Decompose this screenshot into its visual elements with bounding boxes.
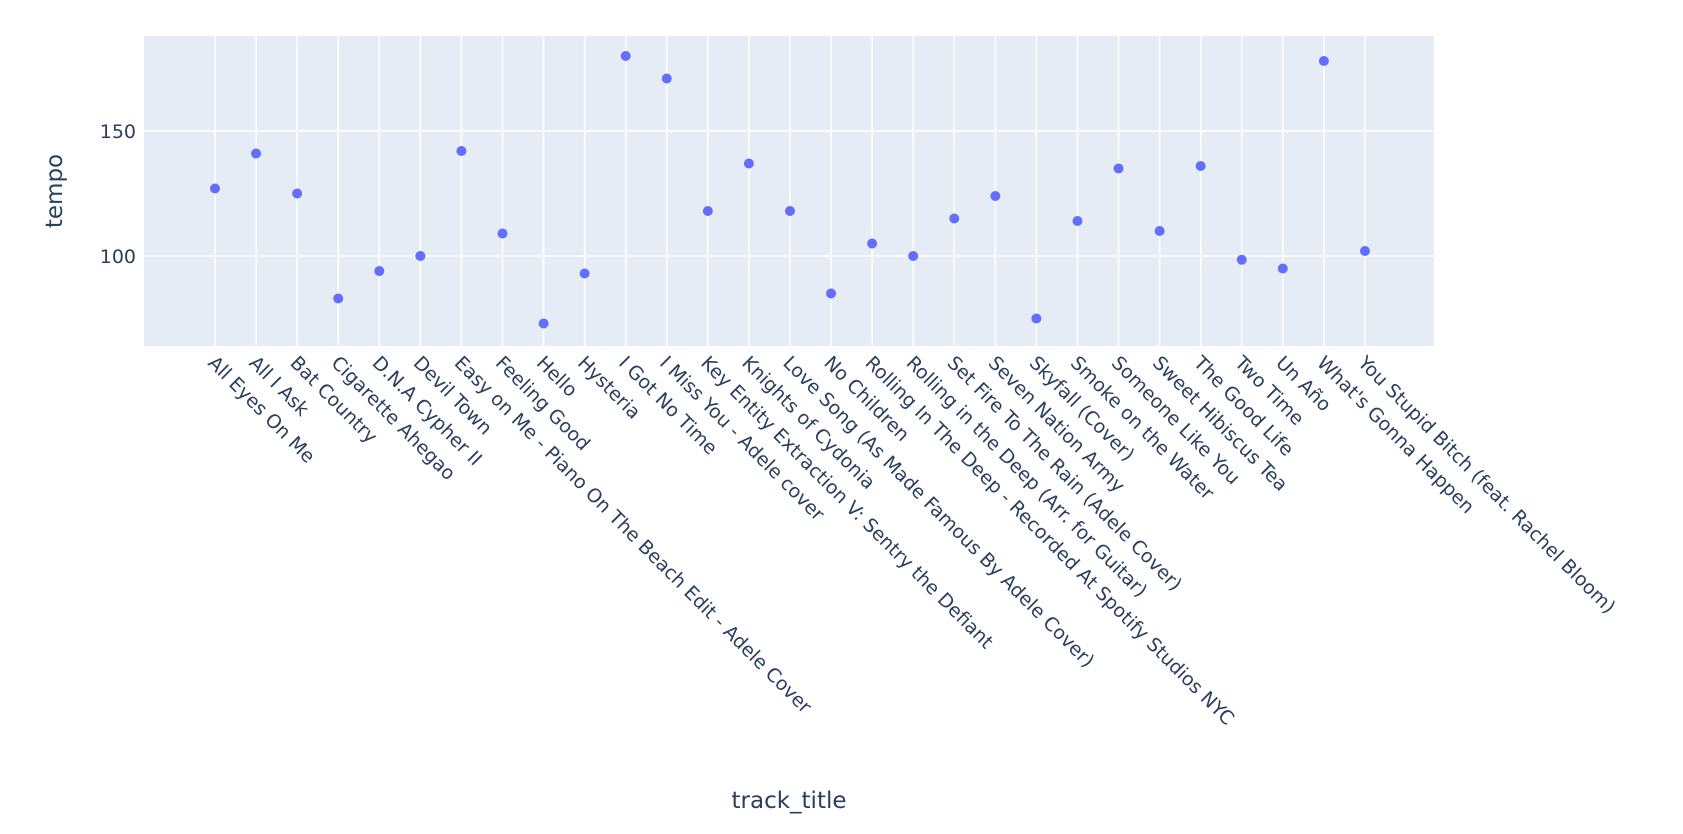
data-point (908, 251, 919, 261)
data-point (867, 238, 878, 249)
data-point (1154, 226, 1165, 236)
data-point (949, 213, 960, 224)
data-point (374, 266, 385, 276)
data-point (292, 188, 303, 199)
data-point (1195, 161, 1206, 171)
data-point (579, 268, 590, 279)
data-point (210, 183, 220, 194)
data-point (333, 293, 344, 304)
data-points (210, 51, 1370, 329)
y-tick-labels: 100 150 (100, 121, 136, 268)
y-tick-label: 100 (100, 246, 136, 268)
data-point (702, 206, 713, 216)
data-point (251, 148, 262, 159)
y-gridlines (144, 130, 1434, 257)
data-point (620, 51, 631, 61)
x-gridlines (214, 36, 1366, 346)
plot-area (144, 36, 1434, 346)
data-point (1318, 56, 1329, 66)
data-point (497, 228, 508, 239)
data-point (1277, 263, 1288, 274)
y-axis-title: tempo (42, 154, 68, 228)
data-point (538, 318, 549, 329)
data-point (1359, 246, 1370, 256)
data-point (415, 251, 426, 261)
data-point (784, 206, 795, 216)
x-axis-title: track_title (732, 788, 847, 814)
y-tick-label: 150 (100, 121, 136, 143)
data-point (661, 73, 672, 84)
data-point (1236, 254, 1247, 265)
data-point (826, 288, 837, 299)
data-point (456, 146, 467, 156)
data-point (1031, 313, 1042, 324)
data-point (743, 158, 754, 169)
x-tick-label: What's Gonna Happen (1312, 352, 1478, 518)
data-point (990, 191, 1001, 201)
x-tick-label: You Stupid Bitch (feat. Rachel Bloom) (1353, 351, 1620, 618)
data-point (1072, 216, 1083, 226)
data-point (1113, 163, 1124, 174)
